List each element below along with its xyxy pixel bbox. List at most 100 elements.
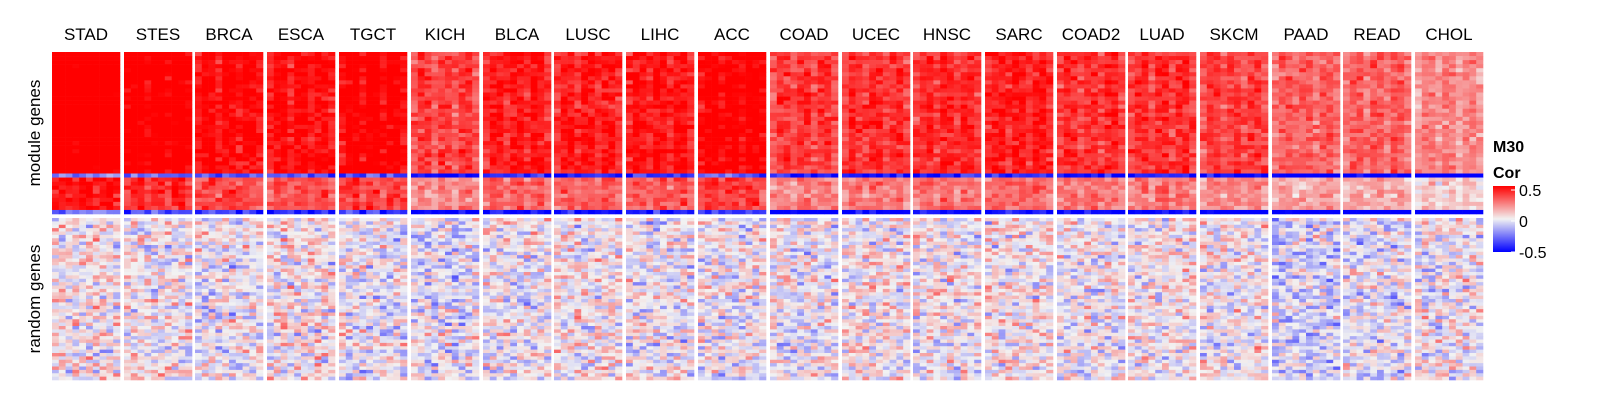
heatmap-cell [842, 52, 850, 57]
heatmap-cell [510, 120, 518, 126]
heatmap-cell [770, 92, 778, 97]
heatmap-cell [544, 185, 552, 190]
heatmap-cell [359, 173, 367, 178]
heatmap-cell [158, 100, 166, 105]
heatmap-cell [411, 173, 419, 178]
heatmap-cell [386, 112, 394, 118]
heatmap-cell [673, 189, 681, 195]
heatmap-cell [759, 189, 767, 195]
heatmap-cell [530, 116, 538, 122]
heatmap-cell [472, 116, 480, 122]
heatmap-cell [876, 124, 884, 130]
heatmap-cell [581, 124, 589, 130]
heatmap-cell [510, 128, 518, 134]
heatmap-cell [171, 76, 179, 81]
heatmap-cell [896, 52, 904, 57]
heatmap-cell [321, 133, 329, 138]
heatmap-cell [537, 189, 545, 195]
heatmap-cell [523, 137, 531, 142]
heatmap-cell [201, 193, 209, 199]
heatmap-cell [195, 92, 203, 97]
heatmap-cell [745, 181, 753, 186]
heatmap-cell [718, 181, 726, 186]
heatmap-cell [424, 76, 432, 81]
heatmap-cell [52, 76, 60, 81]
heatmap-cell [208, 201, 216, 207]
heatmap-cell [451, 185, 459, 190]
heatmap-cell [646, 169, 654, 174]
heatmap-cell [594, 173, 602, 178]
heatmap-cell [673, 60, 681, 65]
heatmap-cell [287, 84, 295, 89]
heatmap-cell [848, 112, 856, 118]
heatmap-cell [208, 153, 216, 158]
heatmap-cell [99, 108, 107, 114]
heatmap-cell [738, 80, 746, 85]
heatmap-cell [249, 68, 257, 73]
heatmap-cell [144, 193, 152, 199]
heatmap-cell [903, 173, 911, 178]
heatmap-cell [386, 205, 394, 211]
heatmap-cell [517, 177, 525, 182]
heatmap-cell [615, 189, 623, 195]
heatmap-cell [523, 193, 531, 199]
heatmap-cell [79, 165, 87, 170]
heatmap-cell [445, 112, 453, 118]
heatmap-cell [530, 161, 538, 166]
heatmap-cell [229, 108, 237, 114]
heatmap-cell [215, 84, 223, 89]
heatmap-cell [732, 116, 740, 122]
heatmap-cell [770, 177, 778, 182]
heatmap-cell [400, 145, 408, 150]
heatmap-cell [171, 64, 179, 69]
heatmap-cell [431, 104, 439, 109]
heatmap-cell [201, 209, 209, 215]
heatmap-cell [86, 185, 94, 190]
heatmap-cell [567, 197, 575, 203]
heatmap-cell [195, 133, 203, 138]
heatmap-cell [280, 189, 288, 195]
heatmap-cell [926, 108, 934, 114]
heatmap-cell [848, 181, 856, 186]
heatmap-cell [903, 141, 911, 146]
heatmap-cell [601, 68, 609, 73]
heatmap-cell [379, 92, 387, 97]
heatmap-cell [876, 60, 884, 65]
heatmap-cell [687, 205, 695, 211]
heatmap-cell [215, 128, 223, 134]
heatmap-cell [411, 120, 419, 126]
heatmap-cell [373, 124, 381, 130]
heatmap-cell [458, 116, 466, 122]
heatmap-cell [594, 76, 602, 81]
heatmap-cell [352, 80, 360, 85]
heatmap-cell [824, 104, 832, 109]
heatmap-cell [345, 108, 353, 114]
heatmap-cell [489, 173, 497, 178]
heatmap-cell [287, 112, 295, 118]
heatmap-cell [876, 201, 884, 207]
heatmap-cell [451, 133, 459, 138]
heatmap-cell [280, 124, 288, 130]
heatmap-cell [759, 108, 767, 114]
heatmap-cell [301, 80, 309, 85]
heatmap-cell [113, 173, 121, 178]
heatmap-cell [523, 169, 531, 174]
heatmap-cell [314, 80, 322, 85]
heatmap-cell [465, 157, 473, 162]
heatmap-cell [151, 173, 159, 178]
heatmap-cell [903, 76, 911, 81]
heatmap-cell [144, 133, 152, 138]
heatmap-cell [171, 52, 179, 57]
heatmap-cell [926, 112, 934, 118]
heatmap-cell [195, 60, 203, 65]
heatmap-cell [882, 177, 890, 182]
heatmap-cell [171, 193, 179, 199]
heatmap-block-coad-module [770, 52, 839, 215]
heatmap-cell [903, 128, 911, 134]
heatmap-cell [222, 165, 230, 170]
heatmap-cell [953, 52, 961, 57]
heatmap-cell [517, 181, 525, 186]
heatmap-cell [438, 133, 446, 138]
column-label-blca: BLCA [495, 25, 540, 44]
heatmap-cell [776, 205, 784, 211]
